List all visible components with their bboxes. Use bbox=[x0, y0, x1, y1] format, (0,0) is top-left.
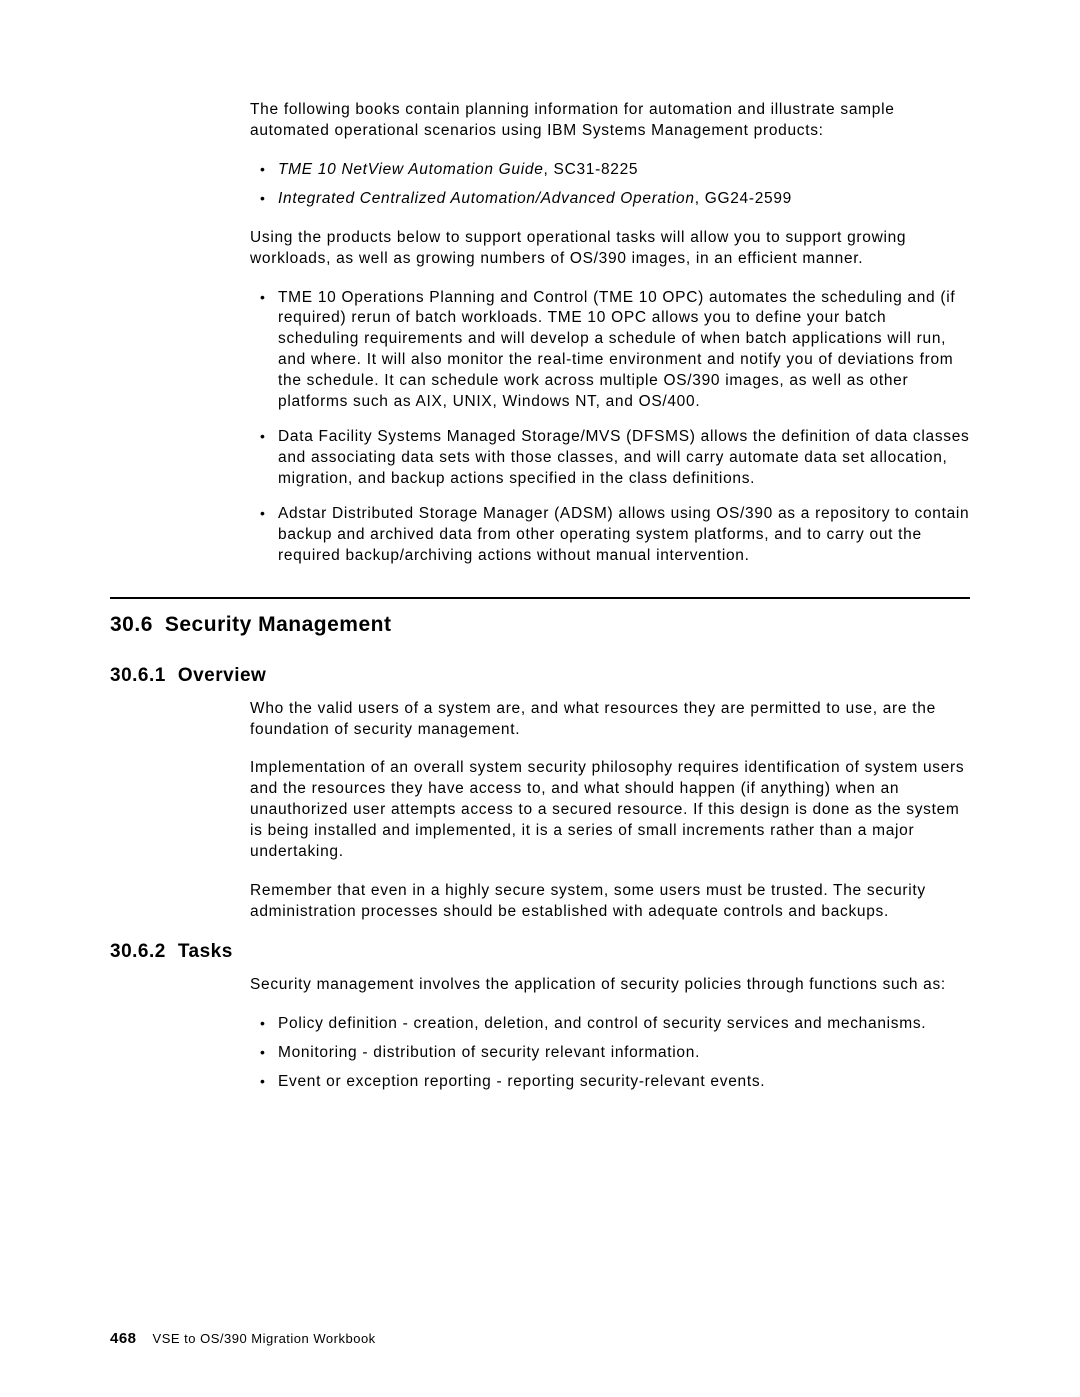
subsection-heading: 30.6.1 Overview bbox=[110, 665, 970, 687]
book-title: Integrated Centralized Automation/Advanc… bbox=[278, 190, 695, 207]
task-item: Policy definition - creation, deletion, … bbox=[250, 1014, 970, 1035]
intro-paragraph: The following books contain planning inf… bbox=[250, 100, 970, 142]
section-number: 30.6 bbox=[110, 613, 153, 637]
tasks-intro: Security management involves the applica… bbox=[250, 975, 970, 996]
subsection-title: Overview bbox=[178, 665, 267, 686]
book-title-footer: VSE to OS/390 Migration Workbook bbox=[153, 1331, 376, 1346]
products-list: TME 10 Operations Planning and Control (… bbox=[250, 288, 970, 567]
section-heading: 30.6 Security Management bbox=[110, 613, 970, 637]
page-number: 468 bbox=[110, 1330, 137, 1347]
book-code: , GG24-2599 bbox=[695, 190, 792, 207]
middle-paragraph: Using the products below to support oper… bbox=[250, 228, 970, 270]
book-title: TME 10 NetView Automation Guide bbox=[278, 161, 544, 178]
subsection-title: Tasks bbox=[178, 941, 233, 962]
product-item: Adstar Distributed Storage Manager (ADSM… bbox=[250, 504, 970, 567]
task-item: Monitoring - distribution of security re… bbox=[250, 1043, 970, 1064]
overview-para: Remember that even in a highly secure sy… bbox=[250, 881, 970, 923]
book-item: Integrated Centralized Automation/Advanc… bbox=[250, 189, 970, 210]
task-item: Event or exception reporting - reporting… bbox=[250, 1072, 970, 1093]
product-item: TME 10 Operations Planning and Control (… bbox=[250, 288, 970, 414]
section-title: Security Management bbox=[165, 613, 392, 636]
subsection-heading: 30.6.2 Tasks bbox=[110, 941, 970, 963]
product-item: Data Facility Systems Managed Storage/MV… bbox=[250, 427, 970, 490]
subsection-number: 30.6.2 bbox=[110, 941, 166, 963]
overview-para: Implementation of an overall system secu… bbox=[250, 758, 970, 863]
overview-para: Who the valid users of a system are, and… bbox=[250, 699, 970, 741]
section-divider bbox=[110, 597, 970, 599]
page-footer: 468 VSE to OS/390 Migration Workbook bbox=[110, 1330, 376, 1347]
book-code: , SC31-8225 bbox=[544, 161, 639, 178]
book-item: TME 10 NetView Automation Guide, SC31-82… bbox=[250, 160, 970, 181]
subsection-number: 30.6.1 bbox=[110, 665, 166, 687]
books-list: TME 10 NetView Automation Guide, SC31-82… bbox=[250, 160, 970, 210]
tasks-list: Policy definition - creation, deletion, … bbox=[250, 1014, 970, 1093]
